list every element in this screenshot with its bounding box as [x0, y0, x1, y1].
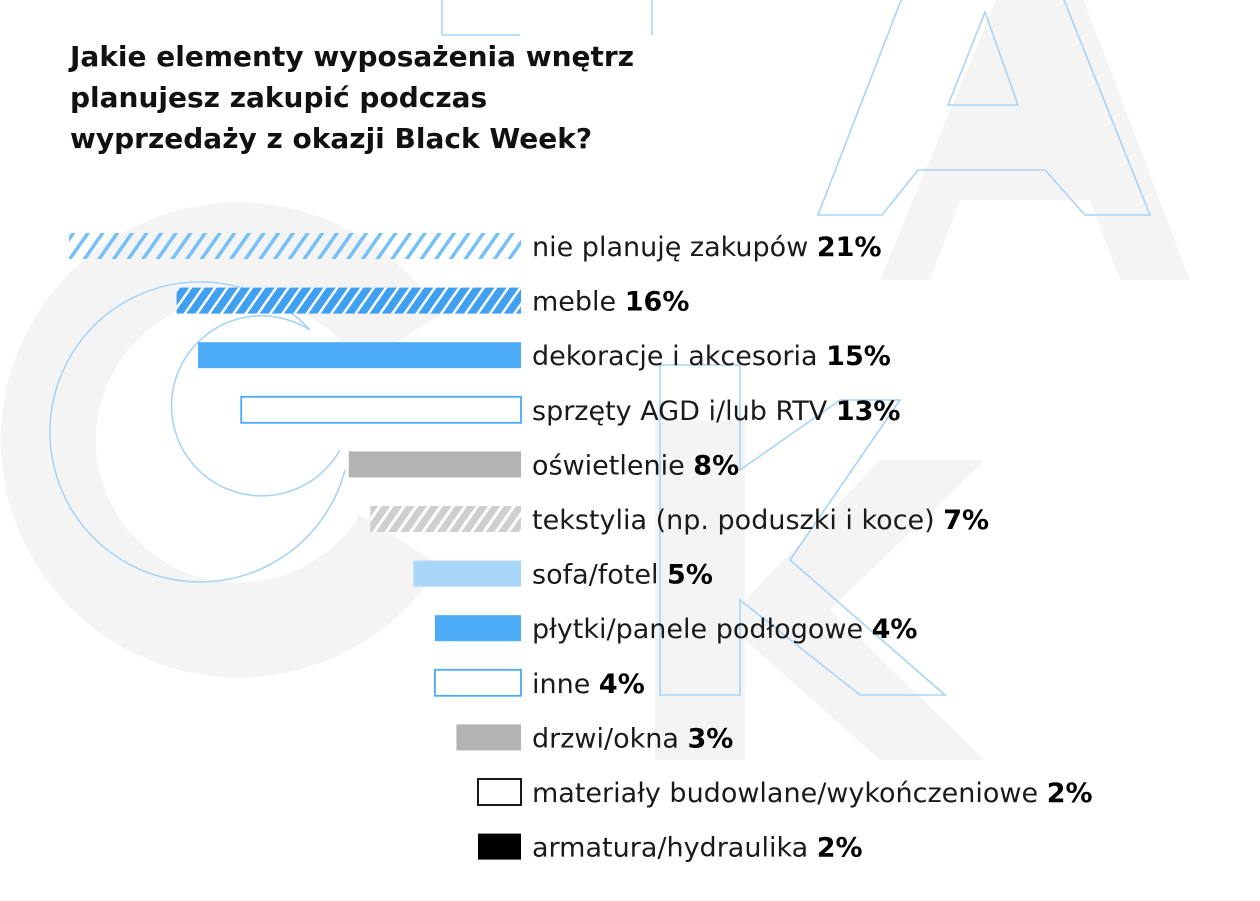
- value-label-4: 8%: [693, 450, 739, 481]
- labels-group: nie planuję zakupów 21% meble 16% dekoracj…: [532, 232, 1093, 864]
- value-label-3: 13%: [836, 396, 901, 427]
- bar-10: [477, 778, 522, 806]
- value-label-5: 7%: [943, 505, 989, 536]
- bar-8: [433, 668, 522, 697]
- bar-6: [413, 560, 521, 587]
- bars-group: [69, 233, 522, 860]
- title-line-2: planujesz zakupić podczas: [70, 81, 488, 114]
- bar-4: [348, 451, 521, 478]
- bar-label-10: materiały budowlane/wykończeniowe 2%: [532, 778, 1093, 809]
- bar-9: [456, 724, 521, 751]
- title-line-3: wyprzedaży z okazji Black Week?: [70, 122, 593, 155]
- value-label-10: 2%: [1047, 778, 1093, 809]
- category-label-11: armatura/hydraulika: [532, 833, 817, 864]
- bar-2: [198, 342, 521, 369]
- bar-label-4: oświetlenie 8%: [532, 450, 739, 481]
- category-label-3: sprzęty AGD i/lub RTV: [532, 396, 836, 427]
- bar-0: [69, 233, 521, 259]
- value-label-11: 2%: [817, 833, 863, 864]
- bar-5: [370, 506, 521, 532]
- category-label-9: drzwi/okna: [532, 723, 688, 754]
- value-label-7: 4%: [872, 614, 918, 645]
- bar-label-11: armatura/hydraulika 2%: [532, 833, 863, 864]
- bar-label-3: sprzęty AGD i/lub RTV 13%: [532, 396, 900, 427]
- bg-letter-k-outline: [659, 364, 948, 696]
- value-label-6: 5%: [667, 560, 713, 591]
- bar-label-7: płytki/panele podłogowe 4%: [532, 614, 917, 645]
- title-line-1: Jakie elementy wyposażenia wnętrz: [70, 40, 635, 73]
- bar-label-2: dekoracje i akcesoria 15%: [532, 341, 891, 372]
- category-label-5: tekstylia (np. poduszki i koce): [532, 505, 943, 536]
- bg-letter-a-outline: [816, 0, 1152, 216]
- bg-letter-k-fill: [655, 420, 985, 760]
- bar-3: [240, 395, 522, 424]
- bg-letter-c-outline: [49, 281, 346, 583]
- bar-label-9: drzwi/okna 3%: [532, 723, 733, 754]
- category-label-7: płytki/panele podłogowe: [532, 614, 872, 645]
- bar-11: [478, 833, 521, 860]
- category-label-8: inne: [532, 669, 599, 700]
- bar-label-1: meble 16%: [532, 287, 689, 318]
- category-label-1: meble: [532, 287, 625, 318]
- category-label-2: dekoracje i akcesoria: [532, 341, 826, 372]
- value-label-2: 15%: [826, 341, 891, 372]
- page-title: Jakie elementy wyposażenia wnętrz planuj…: [70, 36, 770, 159]
- category-label-0: nie planuję zakupów: [532, 232, 817, 263]
- bar-7: [434, 615, 521, 642]
- bar-label-8: inne 4%: [532, 669, 645, 700]
- bar-label-0: nie planuję zakupów 21%: [532, 232, 882, 263]
- value-label-9: 3%: [688, 723, 734, 754]
- bar-label-6: sofa/fotel 5%: [532, 560, 713, 591]
- bg-letter-a-fill: [880, 0, 1190, 280]
- value-label-1: 16%: [625, 287, 690, 318]
- bar-1: [176, 287, 521, 314]
- category-label-10: materiały budowlane/wykończeniowe: [532, 778, 1047, 809]
- bg-letter-l-outline: [441, 0, 653, 36]
- bar-label-5: tekstylia (np. poduszki i koce) 7%: [532, 505, 989, 536]
- category-label-6: sofa/fotel: [532, 560, 667, 591]
- value-label-8: 4%: [599, 669, 645, 700]
- value-label-0: 21%: [817, 232, 882, 263]
- category-label-4: oświetlenie: [532, 450, 693, 481]
